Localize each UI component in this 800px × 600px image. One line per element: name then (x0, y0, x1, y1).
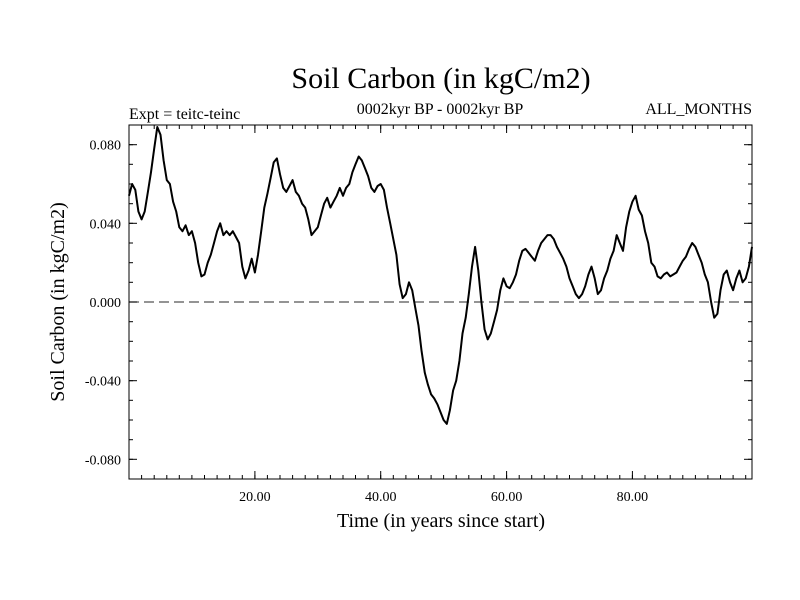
x-tick-label: 20.00 (239, 490, 271, 505)
chart-title: Soil Carbon (in kgC/m2) (291, 62, 590, 95)
x-tick-label: 80.00 (617, 490, 649, 505)
y-tick-label: 0.080 (90, 139, 122, 154)
chart-subtitle: 0002kyr BP - 0002kyr BP (357, 101, 524, 118)
y-tick-label: -0.080 (85, 453, 121, 468)
series-line-soil-carbon (128, 126, 753, 425)
experiment-label: Expt = teitc-teinc (129, 106, 240, 123)
x-tick-label: 60.00 (491, 490, 523, 505)
x-axis-label: Time (in years since start) (337, 510, 545, 532)
plot-frame (128, 124, 753, 480)
months-label: ALL_MONTHS (645, 101, 752, 118)
y-tick-label: 0.040 (90, 217, 122, 232)
y-tick-label: -0.040 (85, 375, 121, 390)
y-axis-label: Soil Carbon (in kgC/m2) (47, 202, 69, 401)
x-tick-label: 40.00 (365, 490, 397, 505)
y-tick-label: 0.000 (90, 296, 122, 311)
